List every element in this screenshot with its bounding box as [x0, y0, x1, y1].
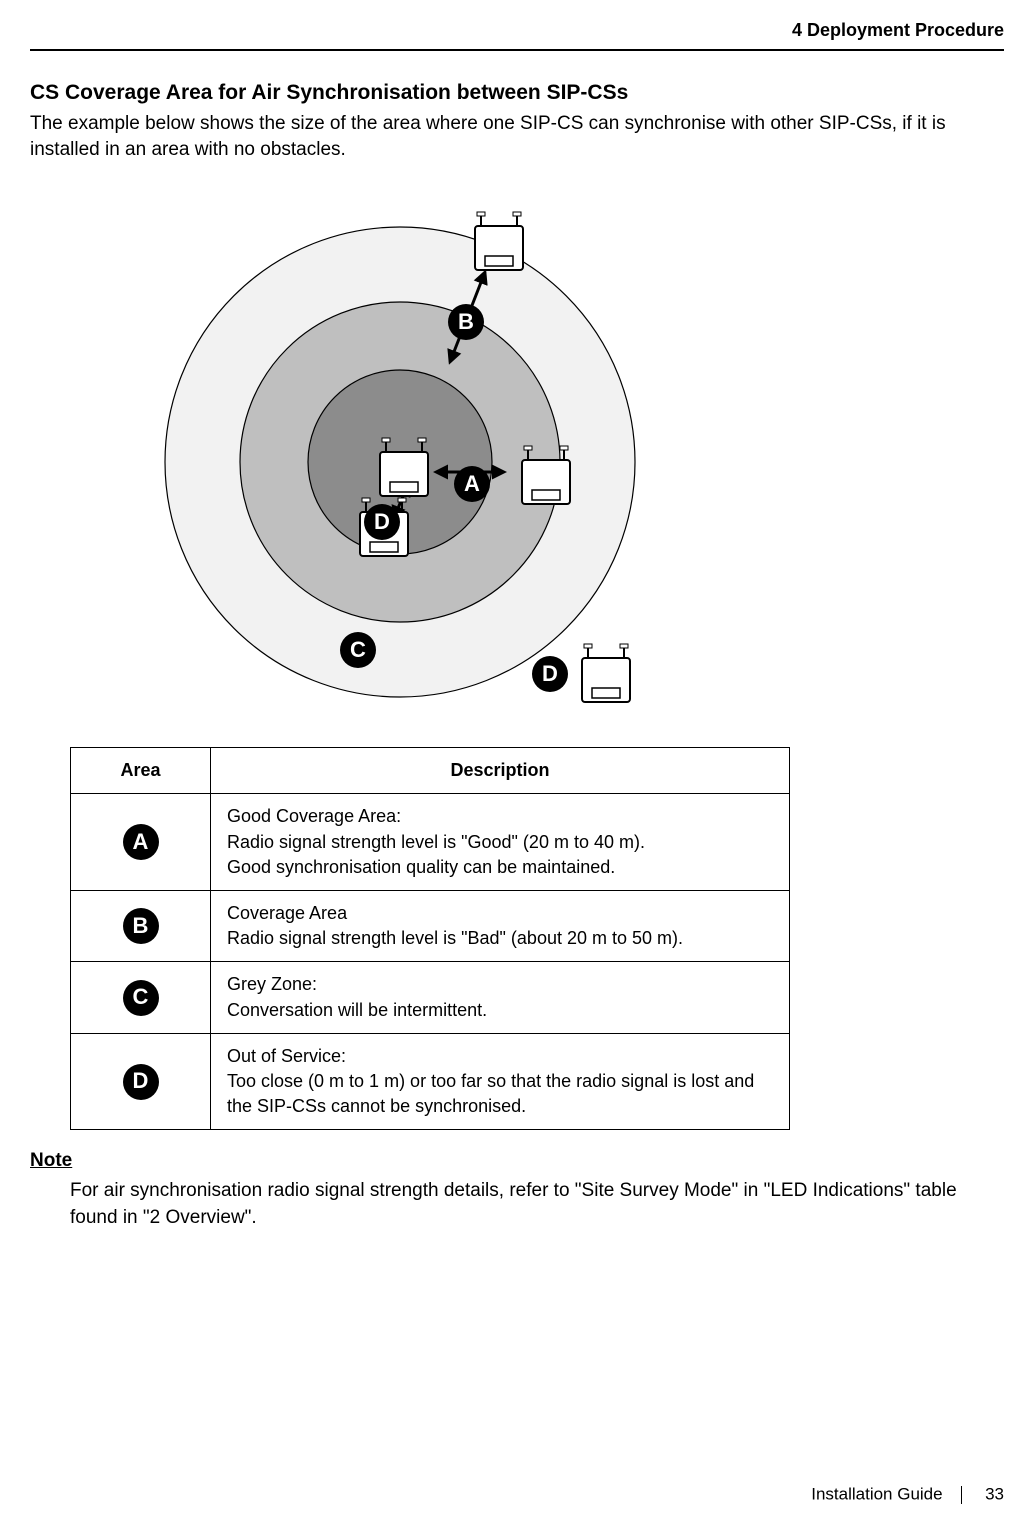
area-description-cell: Coverage AreaRadio signal strength level…	[211, 891, 790, 962]
footer-divider	[961, 1486, 962, 1504]
table-row: B Coverage AreaRadio signal strength leve…	[71, 891, 790, 962]
table-header-description: Description	[211, 748, 790, 794]
coverage-diagram-svg: A B C D D	[150, 182, 710, 722]
note-heading: Note	[30, 1150, 1004, 1172]
zone-badge-icon: D	[532, 656, 568, 692]
sip-cs-device-icon	[475, 212, 523, 270]
area-badge-icon: A	[123, 824, 159, 860]
table-header-area: Area	[71, 748, 211, 794]
table-row: C Grey Zone:Conversation will be intermit…	[71, 962, 790, 1033]
svg-text:A: A	[464, 471, 480, 496]
svg-text:C: C	[350, 637, 366, 662]
section-intro: The example below shows the size of the …	[30, 111, 1004, 162]
area-badge-icon: C	[123, 980, 159, 1016]
table-row: A Good Coverage Area:Radio signal strengt…	[71, 794, 790, 891]
area-badge-cell: C	[71, 962, 211, 1033]
area-description-cell: Out of Service:Too close (0 m to 1 m) or…	[211, 1033, 790, 1130]
area-description-cell: Grey Zone:Conversation will be intermitt…	[211, 962, 790, 1033]
section-title: CS Coverage Area for Air Synchronisation…	[30, 81, 1004, 105]
zone-badge-icon: A	[454, 466, 490, 502]
area-badge-icon: B	[123, 908, 159, 944]
footer-page-number: 33	[985, 1485, 1004, 1504]
svg-text:B: B	[458, 309, 474, 334]
area-badge-icon: D	[123, 1064, 159, 1100]
coverage-diagram: A B C D D	[150, 182, 710, 727]
zone-badge-icon: D	[364, 504, 400, 540]
note-body: For air synchronisation radio signal str…	[70, 1178, 1004, 1231]
area-badge-cell: A	[71, 794, 211, 891]
page-header: 4 Deployment Procedure	[30, 20, 1004, 51]
zone-badge-icon: C	[340, 632, 376, 668]
sip-cs-device-icon	[582, 644, 630, 702]
svg-text:D: D	[542, 661, 558, 686]
table-row: D Out of Service:Too close (0 m to 1 m) o…	[71, 1033, 790, 1130]
zone-badge-icon: B	[448, 304, 484, 340]
svg-text:D: D	[374, 509, 390, 534]
footer-doc-name: Installation Guide	[811, 1485, 942, 1504]
area-badge-cell: D	[71, 1033, 211, 1130]
area-table: Area Description A Good Coverage Area:Rad…	[70, 747, 790, 1130]
area-description-cell: Good Coverage Area:Radio signal strength…	[211, 794, 790, 891]
chapter-title: 4 Deployment Procedure	[792, 20, 1004, 40]
area-badge-cell: B	[71, 891, 211, 962]
page-footer: Installation Guide 33	[811, 1484, 1004, 1505]
